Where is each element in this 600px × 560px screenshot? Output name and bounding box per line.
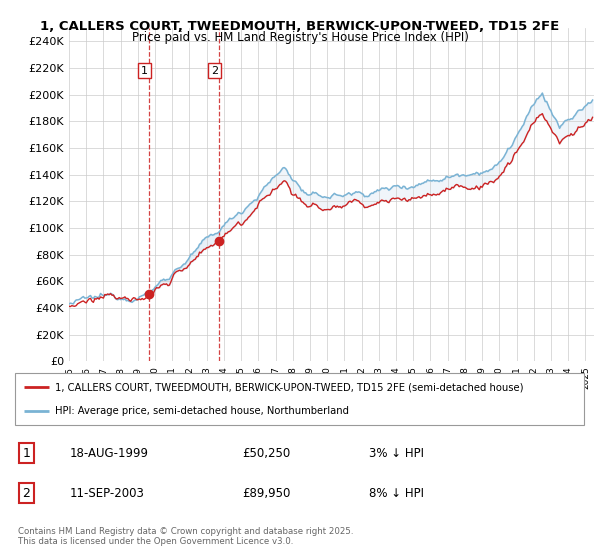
Text: 1, CALLERS COURT, TWEEDMOUTH, BERWICK-UPON-TWEED, TD15 2FE (semi-detached house): 1, CALLERS COURT, TWEEDMOUTH, BERWICK-UP… — [55, 382, 524, 393]
Text: 1, CALLERS COURT, TWEEDMOUTH, BERWICK-UPON-TWEED, TD15 2FE: 1, CALLERS COURT, TWEEDMOUTH, BERWICK-UP… — [40, 20, 560, 32]
Text: 1: 1 — [141, 66, 148, 76]
Text: 8% ↓ HPI: 8% ↓ HPI — [369, 487, 424, 500]
Text: 1: 1 — [22, 446, 31, 460]
Text: 18-AUG-1999: 18-AUG-1999 — [70, 446, 149, 460]
Text: 11-SEP-2003: 11-SEP-2003 — [70, 487, 145, 500]
Text: £50,250: £50,250 — [242, 446, 290, 460]
Text: 3% ↓ HPI: 3% ↓ HPI — [369, 446, 424, 460]
Text: 2: 2 — [211, 66, 218, 76]
Text: 2: 2 — [22, 487, 31, 500]
FancyBboxPatch shape — [15, 374, 584, 424]
Text: £89,950: £89,950 — [242, 487, 291, 500]
Text: Price paid vs. HM Land Registry's House Price Index (HPI): Price paid vs. HM Land Registry's House … — [131, 31, 469, 44]
Text: Contains HM Land Registry data © Crown copyright and database right 2025.
This d: Contains HM Land Registry data © Crown c… — [18, 526, 353, 546]
Text: HPI: Average price, semi-detached house, Northumberland: HPI: Average price, semi-detached house,… — [55, 405, 349, 416]
